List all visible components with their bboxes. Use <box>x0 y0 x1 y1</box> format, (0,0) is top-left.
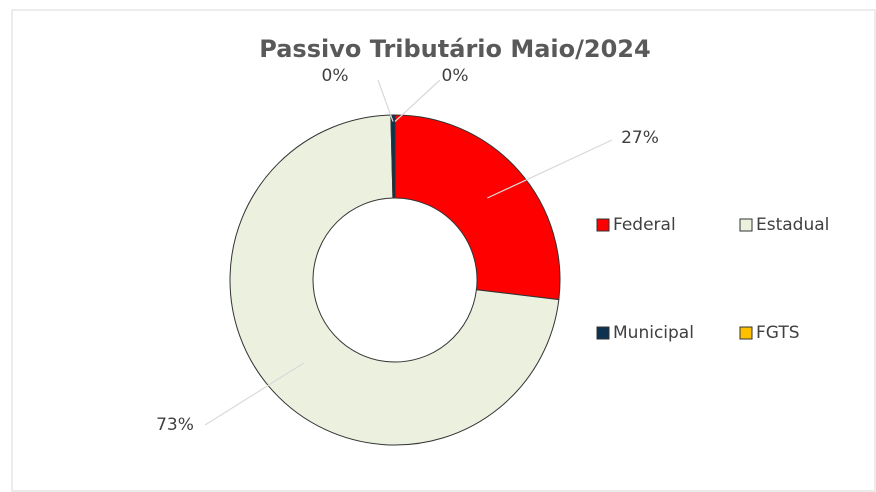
legend-label: Estadual <box>756 215 829 235</box>
data-label: 73% <box>156 415 194 435</box>
donut-slice <box>229 114 560 446</box>
legend-swatch <box>596 218 610 232</box>
legend-label: Municipal <box>613 323 694 343</box>
legend-swatch <box>739 326 753 340</box>
legend-swatch <box>596 326 610 340</box>
chart-title: Passivo Tributário Maio/2024 <box>259 35 650 63</box>
legend-swatch <box>739 218 753 232</box>
donut-slice <box>394 114 561 301</box>
data-label: 0% <box>322 66 349 86</box>
leader-line <box>394 79 441 122</box>
leader-line <box>204 362 304 426</box>
legend-label: Federal <box>613 215 676 235</box>
leader-line <box>377 79 394 122</box>
legend-label: FGTS <box>756 323 800 343</box>
data-label: 0% <box>442 66 469 86</box>
leader-line <box>487 139 613 199</box>
data-label: 27% <box>621 128 659 148</box>
